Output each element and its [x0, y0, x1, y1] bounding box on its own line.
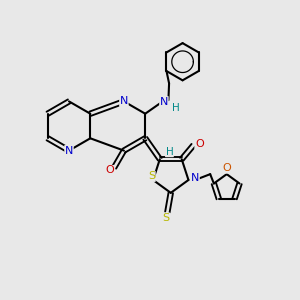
- Text: N: N: [65, 146, 73, 156]
- Text: O: O: [105, 166, 114, 176]
- Text: O: O: [222, 163, 231, 173]
- Text: S: S: [162, 213, 169, 223]
- Text: N: N: [120, 96, 128, 106]
- Text: S: S: [148, 171, 155, 182]
- Text: N: N: [160, 97, 168, 107]
- Text: H: H: [172, 103, 180, 113]
- Text: O: O: [195, 139, 204, 149]
- Text: H: H: [166, 147, 173, 157]
- Text: N: N: [191, 173, 199, 184]
